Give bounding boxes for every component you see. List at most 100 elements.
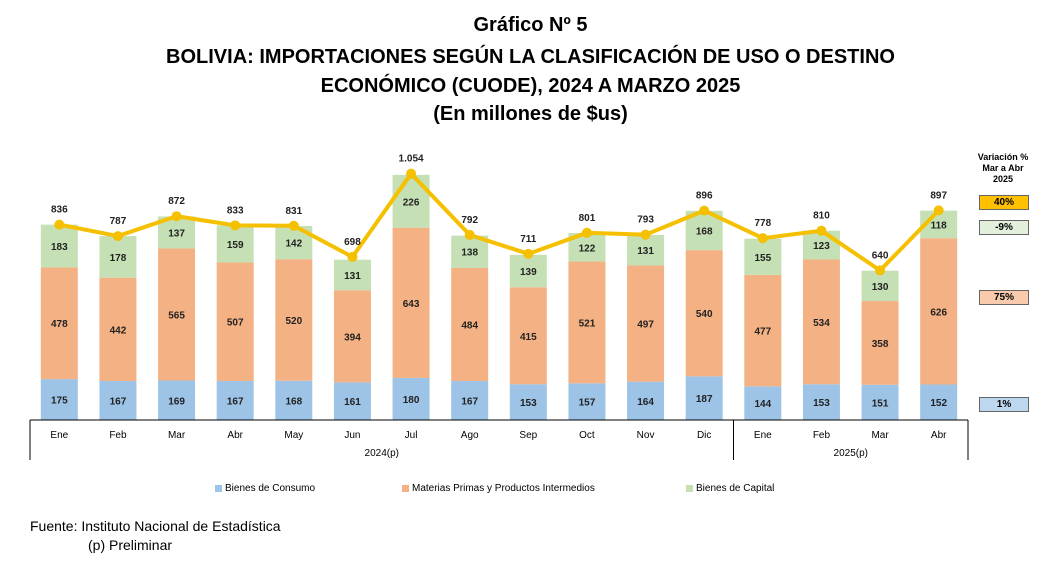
legend-label-consumo: Bienes de Consumo [225, 483, 316, 494]
x-tick-label: Feb [813, 430, 831, 441]
x-group-label: 2024(p) [365, 448, 399, 459]
total-label: 711 [520, 234, 537, 245]
data-label-materias: 358 [872, 339, 889, 350]
chart-title-line-1: BOLIVIA: IMPORTACIONES SEGÚN LA CLASIFIC… [166, 46, 895, 68]
total-point [523, 248, 534, 259]
variation-capital-badge: -9% [979, 220, 1029, 235]
data-label-consumo: 153 [813, 398, 830, 409]
x-tick-label: Jun [344, 430, 360, 441]
bar-segment-consumo [40, 379, 78, 420]
total-label: 640 [872, 250, 889, 261]
total-label: 810 [813, 211, 830, 222]
x-group-label: 2025(p) [834, 448, 868, 459]
data-label-consumo: 152 [930, 398, 947, 409]
x-tick-label: Ago [461, 430, 479, 441]
bar-segment-consumo [158, 380, 196, 420]
variation-materias-badge: 75% [979, 290, 1029, 305]
total-label: 787 [110, 216, 127, 227]
x-tick-label: Oct [579, 430, 595, 441]
data-label-consumo: 169 [168, 396, 185, 407]
bar-segment-consumo [99, 380, 137, 420]
total-label: 698 [344, 237, 361, 248]
total-label: 801 [579, 213, 596, 224]
total-point [875, 265, 886, 276]
legend-item-consumo: Bienes de Consumo [215, 483, 315, 494]
variation-title: Variación % Mar a Abr 2025 [963, 152, 1043, 185]
data-label-consumo: 175 [51, 396, 68, 407]
data-label-capital: 123 [813, 241, 830, 252]
data-label-capital: 138 [461, 248, 478, 259]
total-label: 792 [461, 215, 478, 226]
total-point [112, 231, 123, 242]
total-label: 831 [285, 206, 302, 217]
total-point [406, 168, 417, 179]
data-label-capital: 168 [696, 226, 713, 237]
x-tick-label: Feb [109, 430, 127, 441]
x-tick-label: Abr [931, 430, 947, 441]
bar-segment-consumo [216, 380, 254, 420]
data-label-consumo: 167 [227, 396, 244, 407]
legend-item-materias: Materias Primas y Productos Intermedios [402, 483, 595, 494]
data-label-capital: 226 [403, 197, 420, 208]
x-tick-label: Sep [519, 430, 537, 441]
data-label-consumo: 161 [344, 397, 361, 408]
total-label: 897 [930, 190, 947, 201]
data-label-capital: 130 [872, 282, 889, 293]
data-label-consumo: 168 [285, 396, 302, 407]
bar-segment-consumo [568, 383, 606, 420]
data-label-capital: 122 [579, 243, 596, 254]
legend-swatch-capital [686, 485, 693, 492]
bar-segment-capital [627, 234, 665, 266]
legend-label-materias: Materias Primas y Productos Intermedios [412, 483, 595, 494]
variation-title-line: 2025 [992, 174, 1014, 184]
chart-number-title: Gráfico Nº 5 [473, 14, 588, 36]
total-point [54, 219, 65, 230]
data-label-materias: 540 [696, 309, 713, 320]
bar-segment-materias [744, 274, 782, 387]
total-label: 896 [696, 191, 713, 202]
data-label-materias: 478 [51, 319, 68, 330]
total-point [933, 205, 944, 216]
bar-segment-consumo [451, 380, 489, 420]
bar-segment-consumo [509, 384, 547, 420]
data-label-capital: 159 [227, 240, 244, 251]
bar-segment-capital [744, 238, 782, 275]
bar-segment-capital [333, 259, 371, 291]
bar-segment-consumo [627, 381, 665, 420]
data-label-consumo: 164 [637, 397, 654, 408]
total-label: 778 [754, 218, 771, 229]
x-tick-label: Mar [168, 430, 186, 441]
bar-segment-capital [99, 236, 137, 278]
total-label: 833 [227, 205, 244, 216]
preliminary-note: (p) Preliminar [88, 537, 173, 553]
bar-segment-consumo [392, 377, 430, 420]
x-tick-label: Ene [754, 430, 772, 441]
total-label: 872 [168, 196, 185, 207]
bar-segment-materias [40, 267, 78, 380]
total-point [171, 211, 182, 222]
bar-segment-capital [40, 224, 78, 268]
bar-segment-materias [216, 262, 254, 381]
bar-segment-materias [509, 287, 547, 385]
data-label-capital: 178 [110, 253, 127, 264]
bar-segment-materias [685, 250, 723, 377]
bar-segment-consumo [861, 384, 899, 420]
total-point [757, 233, 768, 244]
total-point [640, 229, 651, 240]
bar-segment-materias [275, 259, 313, 381]
total-point [230, 220, 241, 231]
data-label-materias: 521 [579, 318, 596, 329]
bar-segment-consumo [333, 382, 371, 420]
bar-segment-materias [158, 248, 196, 381]
x-tick-label: Nov [637, 430, 655, 441]
bar-segment-materias [451, 267, 489, 381]
bar-segment-materias [861, 301, 899, 385]
x-tick-label: Abr [227, 430, 243, 441]
data-label-materias: 507 [227, 318, 244, 329]
data-label-capital: 137 [168, 228, 185, 239]
data-label-consumo: 167 [110, 396, 127, 407]
variation-consumo-badge: 1% [979, 397, 1029, 412]
bar-segment-materias [392, 227, 430, 378]
data-label-capital: 131 [344, 271, 361, 282]
